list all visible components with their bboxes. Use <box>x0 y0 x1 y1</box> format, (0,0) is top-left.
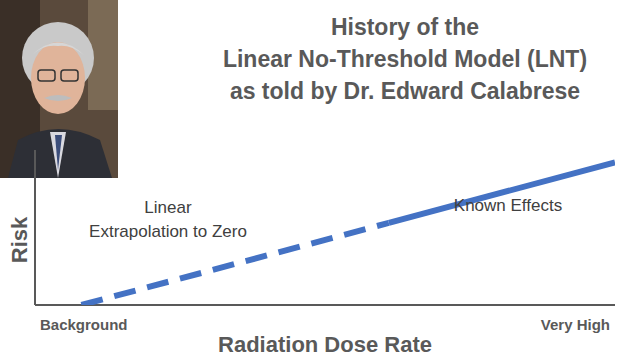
title: History of the Linear No-Threshold Model … <box>223 14 587 104</box>
annotation-line: Known Effects <box>454 196 562 215</box>
x-axis-label: Radiation Dose Rate <box>218 332 432 357</box>
portrait-tie <box>55 135 62 170</box>
series-line <box>81 223 388 305</box>
x-axis <box>35 304 615 306</box>
title-line: as told by Dr. Edward Calabrese <box>230 78 580 104</box>
title-line: Linear No-Threshold Model (LNT) <box>223 46 587 72</box>
y-axis-label: Risk <box>7 216 32 263</box>
x-tick-label: Very High <box>541 316 610 333</box>
title-line: History of the <box>331 14 479 40</box>
portrait-glasses <box>61 70 78 81</box>
annotation-line: Extrapolation to Zero <box>89 222 247 241</box>
annotation: Linear Extrapolation to Zero <box>89 198 247 241</box>
annotation: Known Effects <box>454 196 562 215</box>
annotation-line: Linear <box>144 198 192 217</box>
plot-area <box>81 162 615 305</box>
portrait-bg <box>0 0 118 178</box>
portrait-face <box>31 42 85 114</box>
portrait-mustache <box>44 95 72 101</box>
y-axis <box>34 150 36 305</box>
portrait-hair <box>32 43 84 56</box>
x-tick-label: Background <box>40 316 128 333</box>
series-line <box>389 162 615 222</box>
portrait-shirt <box>50 132 66 178</box>
portrait-suit <box>8 129 112 178</box>
portrait <box>0 0 118 178</box>
background <box>0 0 640 360</box>
portrait-glasses <box>38 70 55 81</box>
chart: History of the Linear No-Threshold Model … <box>0 0 640 360</box>
